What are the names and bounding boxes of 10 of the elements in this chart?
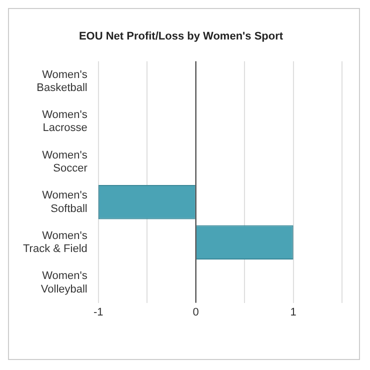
chart-title: EOU Net Profit/Loss by Women's Sport (78, 30, 284, 43)
y-tick-label: Women's Lacrosse (42, 109, 88, 134)
y-tick-label: Women's Softball (42, 190, 88, 215)
x-tick-label: 0 (192, 306, 199, 318)
x-tick-label: -1 (93, 306, 104, 318)
x-tick-label: 1 (290, 306, 296, 318)
y-tick-label: Women's Basketball (36, 68, 88, 94)
y-tick-label: Women's Soccer (42, 149, 88, 174)
y-tick-label: Women's Volleyball (40, 270, 88, 296)
y-tick-label: Women's Track & Field (22, 230, 88, 256)
